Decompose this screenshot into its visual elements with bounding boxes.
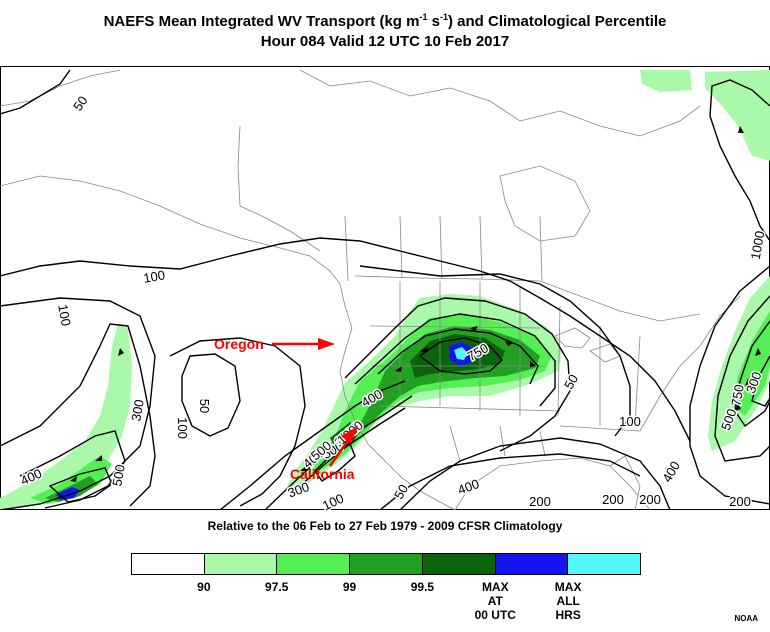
noaa-credit: NOAA: [734, 614, 758, 623]
shade-97-5-atlantic: [708, 276, 770, 451]
contour-750-atlantic: [751, 355, 770, 407]
contour-50-central-low: [181, 353, 241, 437]
percentile-shading: [0, 70, 770, 510]
legend-label: 97.5: [265, 580, 289, 594]
legend-label: 90: [197, 580, 211, 594]
legend-label: 99.5: [410, 580, 435, 594]
legend-swatch: [422, 554, 496, 574]
california-arrow-head: [341, 426, 358, 444]
vector-atlantic-2: [735, 403, 741, 411]
legend-label: MAX ALL HRS: [554, 580, 582, 622]
annotations: Oregon California: [214, 336, 358, 482]
contour-100-north-pacific: [0, 237, 691, 442]
legend-swatch: [277, 554, 351, 574]
vector-pacific-3: [118, 348, 124, 356]
contour-300-us: [354, 313, 556, 407]
vector-calif-2: [320, 448, 327, 454]
vector-us-3: [530, 361, 536, 367]
vector-atlantic-1: [745, 378, 751, 386]
contour-label: 100: [619, 414, 641, 429]
title-exponent-2: -1: [440, 12, 449, 22]
gulf-coast: [454, 457, 651, 510]
shade-97-5-labrador: [640, 70, 770, 161]
contour-400-atlantic: [714, 295, 770, 462]
california-arrow-line: [328, 437, 352, 467]
legend-label: MAX AT 00 UTC: [474, 580, 516, 622]
mexico-lines: [449, 425, 546, 462]
title-mid: s: [427, 13, 440, 30]
hudson-bay: [499, 165, 591, 242]
shade-cyan-us: [454, 347, 468, 360]
vector-labrador-1: [738, 126, 744, 133]
legend-swatch: [350, 554, 423, 574]
alaska-coast: [0, 69, 341, 285]
legend-swatch: [495, 554, 569, 574]
vector-us-4: [420, 347, 428, 353]
contour-labels: 5010010050100300400500750400500100030040…: [17, 92, 769, 510]
legend-label: 99: [342, 580, 357, 594]
vector-pacific-1: [95, 455, 102, 461]
contour-200-calif: [219, 380, 406, 510]
ivt-map: 5010010050100300400500750400500100030040…: [0, 66, 770, 510]
title-exponent-1: -1: [419, 12, 428, 22]
contour-label: 750: [728, 383, 747, 407]
contour-label: 1000: [748, 230, 768, 261]
contour-300-pacific: [0, 323, 156, 507]
legend-swatch: [132, 554, 205, 574]
contour-200-atlantic: [689, 265, 770, 505]
shade-99-atlantic: [732, 311, 770, 416]
contour-300-calif: [264, 395, 413, 510]
us-state-lines: [369, 281, 641, 432]
vector-calif-3: [300, 465, 307, 471]
map-title: NAEFS Mean Integrated WV Transport (kg m…: [0, 12, 770, 30]
contour-1000-atlantic: [709, 79, 770, 242]
percentile-legend: [131, 553, 641, 575]
florida: [609, 455, 641, 510]
contour-500-us: [418, 337, 503, 375]
province-lines: [344, 215, 543, 282]
title-suffix: ) and Climatological Percentile: [448, 13, 667, 30]
contour-100-west: [0, 297, 156, 510]
contour-label: 200: [529, 494, 551, 509]
contour-label: 100: [175, 417, 190, 439]
contour-50-alaska: [0, 69, 71, 115]
vector-atlantic-3: [755, 348, 761, 356]
oregon-arrow-head: [318, 338, 335, 350]
legend-swatch: [204, 554, 278, 574]
contour-1000-calif: [314, 443, 356, 482]
california-label: California: [290, 466, 355, 482]
ivt-contours: [0, 69, 770, 510]
vector-us-5: [395, 366, 402, 372]
contour-200-south: [399, 437, 671, 510]
title-prefix: NAEFS Mean Integrated WV Transport (kg m: [103, 13, 420, 30]
map-frame: [0, 66, 770, 510]
vector-pacific-2: [70, 476, 77, 482]
contour-label: 50: [197, 399, 212, 413]
contour-label: 300: [128, 398, 147, 422]
contour-label: 100: [142, 267, 166, 286]
wind-vectors: [70, 126, 761, 482]
east-coast: [639, 295, 741, 432]
shade-99-pacific: [30, 456, 112, 504]
climatology-note: Relative to the 06 Feb to 27 Feb 1979 - …: [207, 519, 563, 533]
contour-label: 200: [729, 494, 751, 509]
contour-100-central: [169, 337, 306, 507]
oregon-label: Oregon: [214, 336, 264, 352]
vector-us-2: [505, 341, 513, 346]
legend-swatch: [568, 554, 641, 574]
arctic-islands: [299, 69, 701, 137]
contour-200-us: [344, 297, 571, 452]
vector-us-1: [470, 326, 478, 331]
contour-400-us: [377, 328, 539, 385]
contour-100-south: [379, 453, 641, 510]
contour-label: 500: [109, 463, 128, 487]
contour-500-pacific: [48, 467, 113, 503]
alaska-canada-border: [237, 125, 321, 252]
contour-label: 100: [55, 303, 74, 327]
canada-us-border: [354, 275, 701, 322]
contour-label: 200: [639, 492, 661, 507]
contour-label: 200: [602, 492, 624, 507]
contour-50-us: [359, 265, 631, 437]
map-subtitle: Hour 084 Valid 12 UTC 10 Feb 2017: [260, 33, 510, 50]
